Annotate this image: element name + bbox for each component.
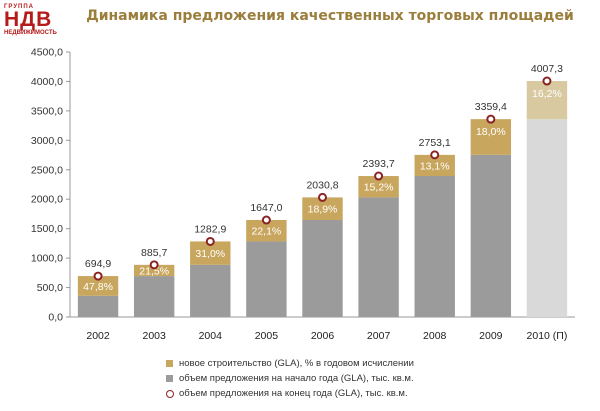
end-volume-label: 694,9 (85, 258, 111, 270)
new-construction-pct-label: 31,0% (195, 248, 225, 260)
bar-start-volume (526, 119, 568, 317)
bar-start-volume (246, 241, 287, 317)
new-construction-pct-label: 21,5% (139, 265, 169, 277)
end-volume-marker (261, 215, 271, 225)
end-volume-marker (318, 192, 327, 202)
bar-start-volume (133, 276, 175, 317)
x-tick-label: 2005 (255, 330, 279, 342)
x-tick-label: 2003 (142, 330, 166, 342)
x-tick-label: 2004 (199, 330, 223, 342)
x-tick-label: 2006 (311, 330, 335, 342)
logo-main-text: НДВ (4, 8, 53, 31)
logo-bottom-text: НЕДВИЖИМОСТЬ (4, 30, 57, 36)
legend-item-end-volume: объем предложения на конец года (GLA), т… (166, 386, 414, 401)
new-construction-pct-label: 16,2% (532, 88, 562, 100)
y-tick-label: 1000,0 (31, 253, 63, 265)
end-volume-label: 1282,9 (194, 223, 226, 235)
end-volume-marker (93, 271, 103, 281)
end-volume-label: 3359,4 (475, 101, 507, 113)
end-volume-label: 2753,1 (419, 137, 451, 149)
legend: новое строительство (GLA), % в годовом и… (166, 356, 414, 401)
end-volume-marker (542, 76, 552, 86)
new-construction-pct-label: 15,2% (364, 182, 394, 194)
end-volume-marker (205, 236, 215, 246)
logo-top-text: ГРУППА (4, 4, 35, 10)
x-tick-label: 2007 (367, 330, 391, 342)
bar-start-volume (414, 176, 455, 317)
chart-title: Динамика предложения качественных торгов… (86, 8, 574, 24)
y-tick-label: 3000,0 (31, 135, 63, 147)
new-construction-pct-label: 47,8% (83, 281, 113, 293)
bar-new-construction (302, 197, 343, 221)
ndv-logo: ГРУППА НДВ НЕДВИЖИМОСТЬ (4, 4, 62, 36)
bar-start-volume (358, 197, 399, 317)
y-tick-label: 0,0 (48, 312, 63, 324)
x-tick-label: 2009 (479, 330, 503, 342)
new-construction-pct-label: 13,1% (420, 160, 450, 172)
end-volume-marker (374, 171, 384, 181)
end-volume-marker (149, 260, 159, 270)
legend-swatch-start-volume (166, 375, 173, 382)
end-volume-label: 2393,7 (363, 158, 395, 170)
end-volume-label: 1647,0 (250, 202, 282, 214)
bar-start-volume (190, 264, 231, 317)
bar-new-construction (358, 176, 399, 198)
bar-new-construction (526, 81, 568, 120)
end-volume-marker (486, 114, 496, 124)
y-tick-label: 4500,0 (31, 47, 63, 59)
bar-new-construction (133, 264, 175, 277)
end-volume-label: 885,7 (141, 247, 167, 259)
bar-new-construction (77, 276, 119, 296)
bar-new-construction (414, 154, 455, 177)
bar-start-volume (77, 295, 119, 317)
legend-item-new-construction: новое строительство (GLA), % в годовом и… (166, 356, 414, 371)
new-construction-pct-label: 18,0% (476, 126, 506, 138)
y-tick-label: 2000,0 (31, 194, 63, 206)
new-construction-pct-label: 18,9% (308, 204, 338, 216)
end-volume-label: 4007,3 (531, 63, 563, 75)
y-tick-label: 3500,0 (31, 105, 63, 117)
bar-new-construction (190, 241, 231, 265)
legend-swatch-new-construction (166, 360, 173, 367)
x-tick-label: 2002 (86, 330, 110, 342)
y-tick-label: 2500,0 (31, 164, 63, 176)
legend-label-start-volume: объем предложения на начало года (GLA), … (179, 373, 414, 384)
bar-start-volume (302, 220, 343, 317)
y-tick-label: 500,0 (37, 282, 63, 294)
x-tick-label: 2008 (423, 330, 447, 342)
x-tick-label: 2010 (П) (527, 330, 568, 342)
legend-marker-end-volume (166, 389, 174, 398)
end-volume-label: 2030,8 (306, 179, 338, 191)
new-construction-pct-label: 22,1% (251, 226, 281, 238)
y-tick-label: 4000,0 (31, 76, 63, 88)
legend-label-new-construction: новое строительство (GLA), % в годовом и… (179, 358, 414, 369)
legend-label-end-volume: объем предложения на конец года (GLA), т… (179, 388, 408, 399)
legend-item-start-volume: объем предложения на начало года (GLA), … (166, 371, 414, 386)
bar-start-volume (470, 154, 512, 317)
end-volume-marker (430, 150, 440, 160)
bar-new-construction (470, 119, 512, 155)
bar-new-construction (246, 220, 287, 242)
y-tick-label: 1500,0 (31, 223, 63, 235)
